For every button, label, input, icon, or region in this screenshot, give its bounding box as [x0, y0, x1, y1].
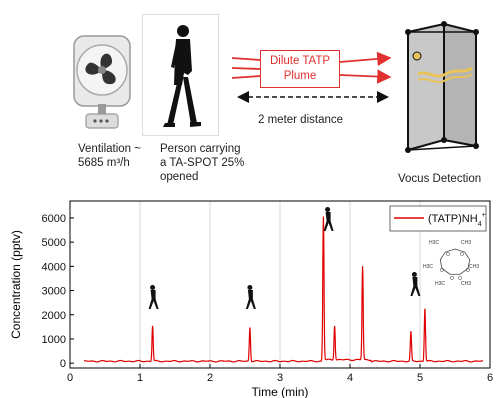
walking-person-icon: [245, 285, 256, 309]
tick-layer: 0 1 2 3 4 5 6 0 1000 2000 3000 4000 5000 6000: [42, 213, 494, 384]
molecule-atom-label: O: [440, 268, 444, 274]
molecule-atom-label: H3C: [435, 281, 445, 287]
walker-head: [247, 285, 253, 290]
y-axis-label: Concentration (pptv): [9, 230, 23, 339]
series-layer: [84, 216, 483, 363]
plume-arrows: [231, 51, 392, 103]
walker-body: [410, 277, 421, 296]
x-tick-label: 6: [487, 372, 493, 384]
series-line: [84, 216, 483, 363]
legend-label: (TATP)NH4+: [428, 212, 486, 228]
y-tick-label: 1000: [42, 334, 66, 346]
person-caption-line2: a TA-SPOT 25%: [160, 157, 245, 169]
walking-person-icon: [323, 207, 334, 231]
distance-label: 2 meter distance: [258, 114, 344, 126]
molecule-atom-label: CH3: [461, 281, 471, 287]
walker-head: [150, 285, 156, 290]
fan-caption-line2: 5685 m³/h: [78, 157, 130, 169]
molecule-atom-label: O: [446, 252, 450, 258]
concentration-chart: 0 1 2 3 4 5 6 0 1000 2000 3000 4000 5000 6000 Time (m…: [9, 200, 494, 398]
walker-head: [411, 272, 417, 277]
legend: (TATP)NH4+: [389, 205, 487, 232]
walker-body: [323, 212, 334, 231]
molecule-atom-label: O: [450, 276, 454, 282]
plume-label-line1: Dilute TATP: [269, 55, 331, 67]
tatp-plume-box: Dilute TATP Plume: [260, 50, 340, 88]
vocus-detector-icon: [405, 21, 479, 153]
walker-body: [148, 290, 159, 309]
walking-person-icon: [410, 272, 421, 296]
x-axis-label: Time (min): [252, 385, 309, 398]
y-tick-label: 2000: [42, 310, 66, 322]
walking-person-icon: [163, 25, 201, 127]
fan-icon: [73, 35, 131, 129]
x-tick-label: 5: [417, 372, 423, 384]
y-tick-label: 3000: [42, 286, 66, 298]
detector-caption: Vocus Detection: [398, 173, 482, 185]
molecule-atom-label: H3C: [429, 240, 439, 246]
molecule-atom-label: O: [458, 276, 462, 282]
walker-head: [325, 207, 331, 212]
y-tick-label: 5000: [42, 237, 66, 249]
y-tick-label: 0: [60, 358, 66, 370]
person-caption-line3: opened: [160, 171, 199, 183]
x-tick-label: 0: [67, 372, 73, 384]
walker-body: [245, 290, 256, 309]
molecule-atom-label: CH3: [469, 264, 479, 270]
grid-layer: [139, 201, 421, 368]
molecule-ring: [439, 248, 471, 275]
molecule-atom-label: H3C: [423, 264, 433, 270]
person-photo: [142, 14, 219, 136]
molecule-atom-label: O: [466, 268, 470, 274]
x-tick-label: 3: [277, 372, 283, 384]
molecule-atom-label: CH3: [461, 240, 471, 246]
x-tick-label: 4: [347, 372, 353, 384]
fan-caption-line1: Ventilation ~: [78, 143, 141, 155]
x-tick-label: 2: [207, 372, 213, 384]
x-tick-label: 1: [137, 372, 143, 384]
plume-label-line2: Plume: [283, 70, 317, 82]
walking-person-icon: [148, 285, 159, 309]
person-caption-line1: Person carrying: [160, 143, 241, 155]
walker-layer: [148, 207, 421, 309]
y-tick-label: 6000: [42, 213, 66, 225]
y-tick-label: 4000: [42, 261, 66, 273]
molecule-atom-label: O: [460, 252, 464, 258]
